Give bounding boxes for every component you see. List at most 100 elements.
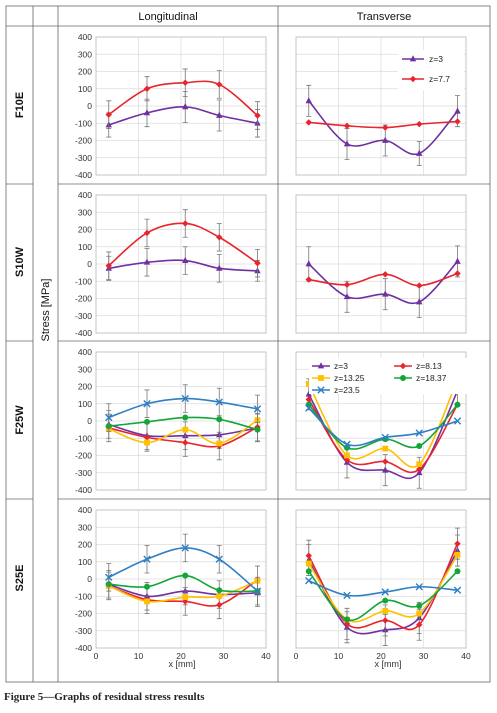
data-point bbox=[182, 79, 189, 86]
y-tick-label: 0 bbox=[87, 416, 92, 426]
legend-box bbox=[309, 358, 477, 394]
panel-s10w-transverse bbox=[295, 194, 467, 334]
data-point bbox=[215, 555, 223, 563]
row-label-s10w: S10W bbox=[14, 246, 26, 277]
legend-label: z=3 bbox=[429, 54, 443, 64]
data-point bbox=[454, 540, 461, 547]
panel-f10e-longitudinal: 400 300 200 100 0 -100 -200 -300 -400 bbox=[75, 32, 267, 180]
data-point bbox=[381, 433, 389, 442]
legend-label: z=8.13 bbox=[416, 361, 442, 371]
data-point bbox=[343, 122, 351, 130]
data-point bbox=[143, 109, 151, 116]
data-point bbox=[416, 149, 423, 156]
legend-label: z=13.25 bbox=[334, 373, 365, 383]
data-point bbox=[416, 282, 423, 289]
y-tick-label: -200 bbox=[75, 136, 92, 146]
x-tick-label: 0 bbox=[294, 651, 299, 661]
data-point bbox=[143, 229, 151, 237]
plot-area bbox=[95, 36, 267, 176]
data-point bbox=[416, 298, 423, 305]
data-point bbox=[143, 434, 151, 441]
data-point bbox=[216, 601, 223, 609]
data-point bbox=[305, 568, 312, 575]
legend-marker bbox=[400, 375, 406, 381]
plot-area bbox=[295, 36, 467, 176]
y-tick-label: 200 bbox=[78, 382, 92, 392]
y-tick-label: 300 bbox=[78, 207, 92, 217]
y-tick-label: 400 bbox=[78, 190, 92, 200]
y-tick-label: 200 bbox=[78, 540, 92, 550]
data-point bbox=[416, 610, 423, 617]
data-point bbox=[305, 390, 312, 397]
data-point bbox=[182, 598, 189, 605]
x-tick-label: 10 bbox=[134, 651, 144, 661]
data-point bbox=[305, 119, 312, 126]
data-point bbox=[454, 551, 461, 558]
data-point bbox=[382, 445, 389, 452]
data-point bbox=[453, 586, 462, 594]
series-line bbox=[108, 80, 259, 117]
residual-stress-figure: Longitudinal Transverse F10E S10W F25W S… bbox=[5, 5, 491, 683]
y-tick-label: 300 bbox=[78, 364, 92, 374]
data-point bbox=[343, 281, 351, 288]
data-point bbox=[305, 97, 312, 104]
y-tick-label: -400 bbox=[75, 485, 92, 495]
data-point bbox=[454, 107, 461, 114]
row-label-f25w: F25W bbox=[14, 405, 26, 435]
y-tick-label: 400 bbox=[78, 347, 92, 357]
y-tick-label: 100 bbox=[78, 399, 92, 409]
series-line bbox=[108, 574, 258, 593]
x-tick-label: 30 bbox=[219, 651, 229, 661]
legend-label: z=7.7 bbox=[429, 74, 450, 84]
x-axis-label-longitudinal: x [mm] bbox=[169, 659, 196, 669]
data-point bbox=[344, 616, 350, 623]
data-point bbox=[143, 85, 151, 92]
data-point bbox=[381, 588, 389, 596]
series-z-18-37 bbox=[305, 568, 461, 623]
data-point bbox=[253, 587, 262, 595]
x-tick-label: 30 bbox=[419, 651, 429, 661]
data-point bbox=[382, 271, 389, 278]
y-tick-label: 100 bbox=[78, 557, 92, 567]
data-point bbox=[382, 466, 389, 473]
data-point bbox=[343, 591, 351, 600]
data-point bbox=[216, 593, 223, 600]
data-point bbox=[416, 443, 423, 450]
series-z-23-5 bbox=[105, 533, 262, 606]
plot-area bbox=[295, 351, 467, 491]
y-tick-label: -200 bbox=[75, 294, 92, 304]
y-tick-label: 100 bbox=[78, 84, 92, 94]
data-point bbox=[216, 440, 223, 447]
data-point bbox=[215, 398, 223, 406]
y-tick-label: 0 bbox=[87, 101, 92, 111]
data-point bbox=[182, 414, 189, 421]
data-point bbox=[216, 264, 223, 271]
y-tick-label: -200 bbox=[75, 451, 92, 461]
legend-label: z=18.37 bbox=[416, 373, 447, 383]
data-point bbox=[382, 597, 389, 604]
data-point bbox=[416, 120, 423, 128]
x-tick-label: 0 bbox=[94, 651, 99, 661]
data-point bbox=[305, 552, 312, 559]
series-z-7-7 bbox=[305, 270, 461, 289]
data-point bbox=[105, 111, 112, 118]
data-point bbox=[305, 404, 313, 412]
y-tick-label: 400 bbox=[78, 32, 92, 42]
data-point bbox=[254, 112, 261, 119]
data-point bbox=[216, 81, 223, 88]
series-z-23-5 bbox=[305, 577, 462, 600]
data-point bbox=[453, 417, 462, 425]
legend-marker bbox=[399, 362, 407, 370]
y-tick-label: -100 bbox=[75, 276, 92, 286]
data-point bbox=[182, 256, 189, 263]
legend-marker bbox=[317, 362, 325, 369]
data-point bbox=[182, 572, 189, 579]
y-tick-label: 300 bbox=[78, 49, 92, 59]
data-point bbox=[454, 568, 461, 575]
y-tick-label: -400 bbox=[75, 643, 92, 653]
data-point bbox=[382, 124, 389, 131]
y-tick-label: -400 bbox=[75, 170, 92, 180]
panel-s10w-longitudinal: 400 300 200 100 0 -100 -200 -300 -400 bbox=[75, 190, 267, 338]
data-point bbox=[216, 416, 223, 423]
